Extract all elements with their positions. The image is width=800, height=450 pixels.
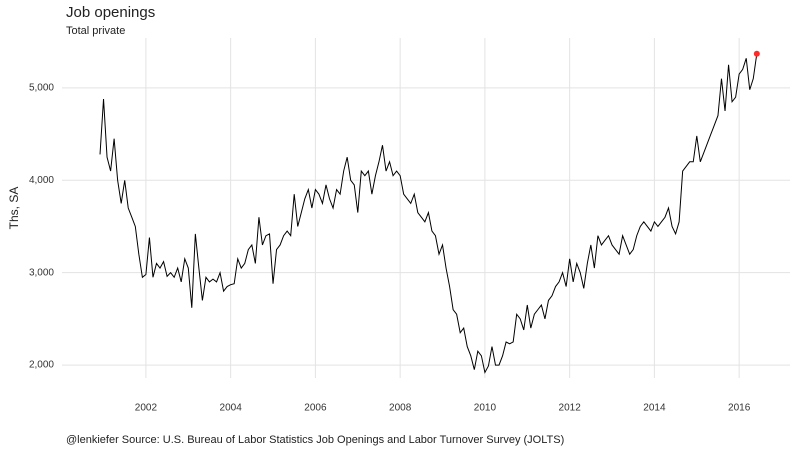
chart-subtitle: Total private — [66, 25, 125, 37]
y-tick-label: 2,000 — [29, 360, 54, 371]
y-tick-label: 3,000 — [29, 267, 54, 278]
line-series — [99, 53, 758, 374]
y-tick-label: 4,000 — [29, 175, 54, 186]
caption: @lenkiefer Source: U.S. Bureau of Labor … — [66, 434, 564, 446]
x-tick-label: 2016 — [728, 403, 751, 414]
x-tick-label: 2002 — [135, 403, 158, 414]
x-tick-label: 2012 — [559, 403, 582, 414]
x-tick-label: 2004 — [220, 403, 243, 414]
y-axis-label: Ths, SA — [7, 187, 21, 230]
x-tick-label: 2014 — [643, 403, 666, 414]
chart-title: Job openings — [66, 4, 155, 21]
last-point — [753, 50, 760, 57]
x-tick-label: 2006 — [304, 403, 327, 414]
x-tick-label: 2008 — [389, 403, 412, 414]
x-tick-label: 2010 — [474, 403, 497, 414]
y-tick-label: 5,000 — [29, 83, 54, 94]
